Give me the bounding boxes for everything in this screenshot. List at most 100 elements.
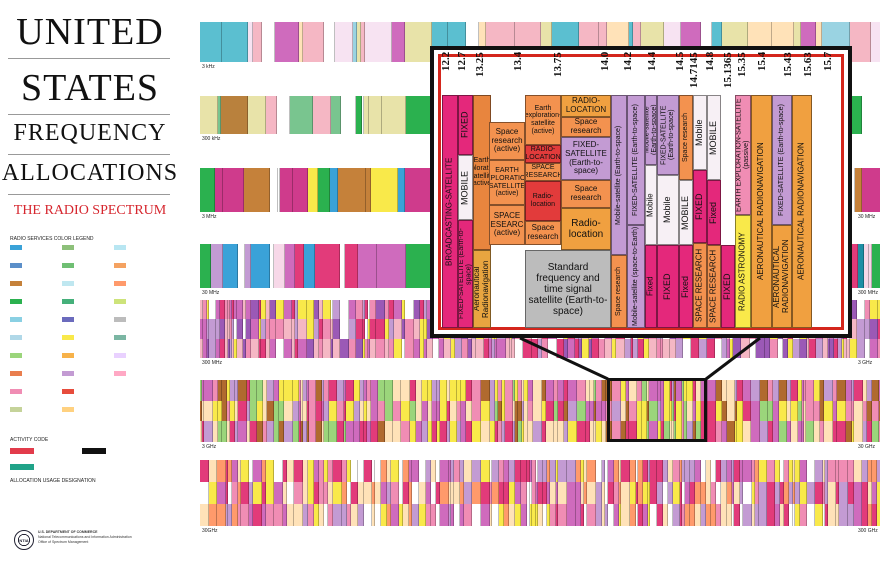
allocation-segment (783, 338, 788, 358)
allocation-segment (283, 460, 287, 482)
allocation-segment (732, 460, 734, 482)
allocation-segment (682, 460, 685, 482)
allocation-cell: RADIO-LOCATION (525, 145, 561, 163)
allocation-segment (687, 380, 693, 401)
allocation-segment (202, 421, 204, 442)
allocation-segment (820, 380, 824, 401)
allocation-segment (687, 421, 693, 442)
legend-item (10, 281, 62, 286)
allocation-segment (450, 421, 457, 442)
allocation-segment (250, 380, 257, 401)
allocation-segment (852, 380, 854, 401)
allocation-segment (712, 22, 722, 62)
allocation-segment (293, 168, 308, 212)
allocation-segment (451, 482, 454, 504)
allocation-segment (440, 504, 449, 526)
allocation-segment (630, 482, 636, 504)
allocation-segment (676, 421, 682, 442)
allocation-segment (605, 482, 608, 504)
allocation-segment (768, 400, 773, 422)
allocation-segment (732, 482, 734, 504)
allocation-segment (283, 504, 287, 526)
allocation-segment (865, 338, 870, 358)
allocation-segment (220, 338, 225, 358)
allocation-segment (633, 22, 641, 62)
allocation-segment (871, 22, 880, 62)
allocation-segment (200, 504, 209, 526)
allocation-segment (554, 400, 558, 422)
allocation-segment (727, 482, 732, 504)
allocation-segment (612, 421, 621, 442)
allocation-segment (274, 504, 283, 526)
allocation-segment (424, 319, 427, 339)
band-label-left: 30GHz (202, 528, 218, 534)
allocation-segment (385, 338, 389, 358)
allocation-segment (807, 338, 809, 358)
allocation-segment (630, 460, 636, 482)
allocation-segment (382, 96, 406, 134)
allocation-segment (394, 319, 402, 339)
allocation-segment (437, 380, 440, 401)
allocation-segment (461, 380, 466, 401)
allocation-segment (364, 504, 372, 526)
allocation-segment (278, 168, 280, 212)
allocation-segment (340, 300, 349, 320)
allocation-segment (307, 319, 314, 339)
connector-left (519, 336, 609, 381)
allocation-segment (530, 460, 532, 482)
legend-swatch (10, 317, 22, 322)
allocation-segment (235, 400, 238, 422)
allocation-segment (274, 482, 283, 504)
allocation-segment (596, 504, 602, 526)
allocation-segment (721, 504, 727, 526)
allocation-segment (816, 338, 823, 358)
allocation-segment (436, 460, 440, 482)
allocation-segment (716, 460, 721, 482)
allocation-segment (696, 400, 701, 422)
allocation-segment (750, 338, 756, 358)
allocation-segment (649, 421, 658, 442)
allocation-segment (280, 168, 293, 212)
allocation-segment (319, 300, 323, 320)
allocation-segment (403, 482, 409, 504)
allocation-segment (533, 421, 542, 442)
allocation-segment (858, 244, 864, 288)
allocation-segment (267, 421, 274, 442)
allocation-segment (554, 421, 558, 442)
allocation-segment (303, 482, 308, 504)
allocation-segment (538, 482, 543, 504)
allocation-segment (687, 400, 693, 422)
allocation-segment (846, 400, 852, 422)
allocation-segment (200, 380, 202, 401)
allocation-segment (267, 400, 274, 422)
allocation-segment (276, 319, 284, 339)
allocation-segment (784, 504, 789, 526)
allocation-segment (800, 504, 807, 526)
allocation-segment (301, 380, 303, 401)
allocation-segment (642, 400, 647, 422)
allocation-cell: FIXED (657, 245, 679, 328)
allocation-segment (238, 460, 241, 482)
allocation-segment (426, 482, 431, 504)
allocation-segment (567, 460, 576, 482)
allocation-segment (661, 421, 664, 442)
allocation-segment (524, 400, 528, 422)
allocation-segment (347, 460, 351, 482)
allocation-segment (558, 482, 567, 504)
allocation-segment (284, 400, 293, 422)
frequency-band (200, 380, 880, 442)
allocation-segment (760, 380, 768, 401)
allocation-segment (727, 504, 732, 526)
allocation-segment (695, 460, 701, 482)
legend-item (114, 245, 166, 250)
allocation-segment (670, 400, 672, 422)
allocation-segment (253, 504, 262, 526)
allocation-segment (722, 338, 727, 358)
allocation-segment (846, 421, 852, 442)
allocation-segment (543, 504, 547, 526)
allocation-segment (602, 460, 605, 482)
allocation-segment (685, 460, 690, 482)
allocation-segment (266, 300, 270, 320)
allocation-cell: Space research (561, 180, 611, 208)
allocation-segment (301, 400, 303, 422)
